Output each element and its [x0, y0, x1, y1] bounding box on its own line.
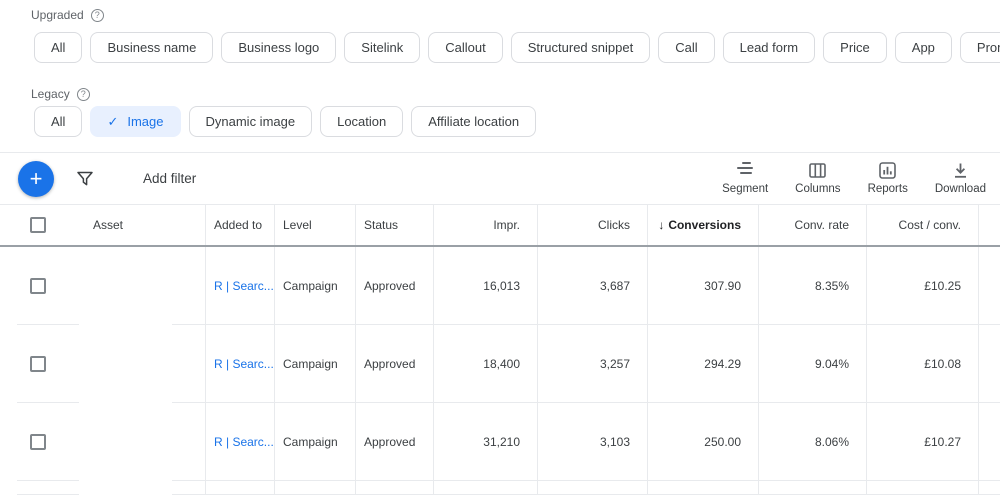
chip-promotion[interactable]: Promotion	[959, 32, 1000, 63]
legacy-label: Legacy	[31, 87, 70, 101]
cost-per-conv-cell: £10.25	[866, 247, 978, 325]
level-cell: Campaign	[274, 403, 355, 481]
conv-rate-cell: 9.04%	[758, 325, 866, 403]
chip-location[interactable]: Location	[320, 106, 404, 137]
toolbar-actions: Segment Columns Reports	[722, 153, 986, 204]
header-level[interactable]: Level	[274, 205, 355, 245]
added-to-link[interactable]: R | Searc...	[214, 279, 274, 293]
header-added-to[interactable]: Added to	[205, 205, 274, 245]
conversions-cell: 307.90	[647, 247, 758, 325]
upgraded-chip-row: All Business name Business logo Sitelink…	[34, 32, 1000, 63]
stub-cell	[978, 325, 1000, 403]
asset-cell	[56, 325, 205, 403]
legacy-section-label: Legacy ?	[31, 87, 1000, 101]
header-cost-per-conv[interactable]: Cost / conv.	[866, 205, 978, 245]
sort-descending-icon: ↓	[658, 218, 665, 232]
table-row: R | Searc... Campaign Approved 16,013 3,…	[0, 247, 1000, 325]
impr-cell: 31,210	[433, 403, 537, 481]
chip-price[interactable]: Price	[823, 32, 887, 63]
select-all-checkbox[interactable]	[30, 217, 46, 233]
clicks-cell: 3,103	[537, 403, 647, 481]
chip-sitelink[interactable]: Sitelink	[344, 32, 421, 63]
conv-rate-cell: 8.35%	[758, 247, 866, 325]
header-status[interactable]: Status	[355, 205, 433, 245]
download-icon	[952, 162, 969, 179]
help-icon[interactable]: ?	[76, 87, 90, 101]
columns-icon	[809, 162, 827, 179]
upgraded-section-label: Upgraded ?	[31, 8, 1000, 22]
impr-cell: 16,013	[433, 247, 537, 325]
chip-business-name[interactable]: Business name	[90, 32, 214, 63]
assets-table: Asset Added to Level Status Impr. Clicks…	[0, 205, 1000, 495]
stub-cell	[978, 247, 1000, 325]
table-row: R | Searc... Campaign Approved 18,400 3,…	[0, 325, 1000, 403]
chip-call[interactable]: Call	[658, 32, 715, 63]
header-select-all-cell	[0, 205, 56, 245]
download-button[interactable]: Download	[935, 162, 986, 195]
table-toolbar: + Add filter Segment Columns	[0, 152, 1000, 205]
status-cell: Approved	[355, 403, 433, 481]
header-clicks[interactable]: Clicks	[537, 205, 647, 245]
level-cell: Campaign	[274, 247, 355, 325]
header-asset[interactable]: Asset	[93, 218, 124, 232]
table-header-row: Asset Added to Level Status Impr. Clicks…	[0, 205, 1000, 247]
header-impr[interactable]: Impr.	[433, 205, 537, 245]
chip-dynamic-image[interactable]: Dynamic image	[188, 106, 313, 137]
cost-per-conv-cell: £10.08	[866, 325, 978, 403]
stub-cell	[978, 403, 1000, 481]
chip-lead-form[interactable]: Lead form	[722, 32, 816, 63]
chip-image-selected[interactable]: ✓ Image	[90, 106, 181, 137]
chip-affiliate-location[interactable]: Affiliate location	[411, 106, 537, 137]
reports-icon	[879, 162, 897, 179]
row-checkbox[interactable]	[30, 278, 46, 294]
asset-cell	[56, 247, 205, 325]
row-checkbox[interactable]	[30, 356, 46, 372]
columns-button[interactable]: Columns	[795, 162, 841, 195]
conv-rate-cell: 8.06%	[758, 403, 866, 481]
conversions-cell: 250.00	[647, 403, 758, 481]
legacy-chip-row: All ✓ Image Dynamic image Location Affil…	[34, 106, 1000, 137]
header-stub-cell	[978, 205, 1000, 245]
clicks-cell: 3,257	[537, 325, 647, 403]
upgraded-label: Upgraded	[31, 8, 84, 22]
chip-callout[interactable]: Callout	[428, 32, 503, 63]
header-conv-rate[interactable]: Conv. rate	[758, 205, 866, 245]
reports-button[interactable]: Reports	[868, 162, 908, 195]
level-cell: Campaign	[274, 325, 355, 403]
status-cell: Approved	[355, 325, 433, 403]
cost-per-conv-cell: £10.27	[866, 403, 978, 481]
conversions-cell: 294.29	[647, 325, 758, 403]
status-cell: Approved	[355, 247, 433, 325]
check-icon: ✓	[107, 113, 119, 129]
segment-icon	[737, 162, 754, 179]
chip-legacy-all[interactable]: All	[34, 106, 83, 137]
added-to-link[interactable]: R | Searc...	[214, 357, 274, 371]
chip-app[interactable]: App	[894, 32, 952, 63]
row-checkbox[interactable]	[30, 434, 46, 450]
header-conversions[interactable]: ↓ Conversions	[647, 205, 758, 245]
chip-upgraded-all[interactable]: All	[34, 32, 83, 63]
chip-business-logo[interactable]: Business logo	[221, 32, 337, 63]
asset-cell	[56, 403, 205, 481]
clicks-cell: 3,687	[537, 247, 647, 325]
table-row-partial	[0, 481, 1000, 495]
add-button[interactable]: +	[18, 161, 54, 197]
added-to-link[interactable]: R | Searc...	[214, 435, 274, 449]
segment-button[interactable]: Segment	[722, 162, 768, 195]
chip-structured-snippet[interactable]: Structured snippet	[510, 32, 651, 63]
table-row: R | Searc... Campaign Approved 31,210 3,…	[0, 403, 1000, 481]
add-filter-button[interactable]: Add filter	[143, 171, 197, 186]
impr-cell: 18,400	[433, 325, 537, 403]
filter-icon[interactable]	[76, 170, 94, 188]
help-icon[interactable]: ?	[90, 8, 104, 22]
chip-image-label: Image	[127, 114, 164, 129]
